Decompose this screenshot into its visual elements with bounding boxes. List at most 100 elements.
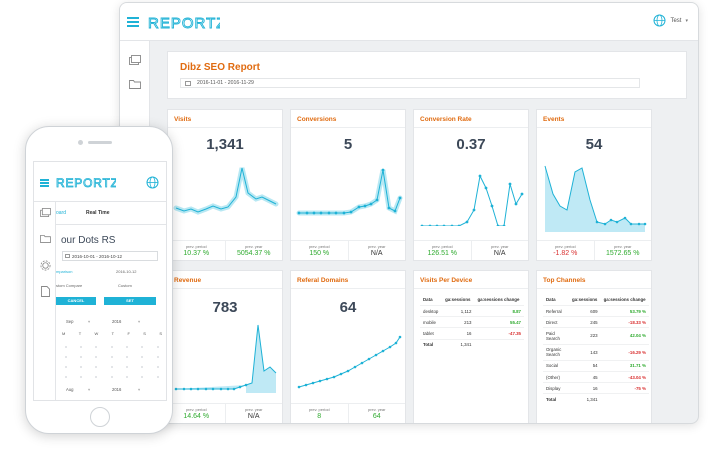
app-logo[interactable]: REPORTZ: [148, 11, 226, 38]
change-cell: 53.79 %: [600, 304, 649, 317]
row-label: Organic Search: [543, 343, 569, 361]
set-button[interactable]: SET: [104, 297, 156, 305]
prev-year-value: 5054.37 %: [237, 250, 271, 257]
change-cell: [600, 393, 649, 405]
conversions-card[interactable]: Conversions 5 prev. period 150 % prev. ye…: [290, 109, 406, 261]
visits-card[interactable]: Visits 1,341 prev. period 10.37 % prev. y…: [167, 109, 283, 261]
visits-per-device-card[interactable]: Visits Per Device Data ga:sessions ga:se…: [413, 270, 529, 423]
calendar-dots: [62, 343, 162, 383]
column-header: ga:sessions change: [603, 297, 646, 302]
hamburger-icon[interactable]: [40, 179, 49, 187]
prev-period-value: -1.82 %: [553, 250, 578, 257]
change-cell: -47.35: [474, 327, 524, 340]
row-label: (Other): [543, 370, 569, 383]
change-cell: -16.29 %: [600, 343, 649, 361]
conversions-value: 5: [343, 136, 353, 153]
tab-dashboard[interactable]: oard: [56, 210, 67, 216]
year-select-bottom[interactable]: 2016: [112, 387, 122, 392]
phone-camera: [78, 140, 83, 145]
sessions-cell: 54: [569, 359, 601, 372]
home-button[interactable]: [90, 407, 110, 427]
mobile-content: our Dots RS 2016-10-01 - 2016-10-12 mpar…: [56, 224, 166, 400]
change-cell: 55.47: [474, 316, 524, 328]
hamburger-icon[interactable]: [127, 17, 139, 27]
document-icon[interactable]: [41, 286, 50, 297]
logo-text: REPORTZ: [148, 15, 220, 32]
card-title: Visits: [174, 116, 192, 123]
tab-realtime[interactable]: Real Time: [86, 210, 110, 216]
globe-icon[interactable]: [146, 176, 159, 189]
mobile-date-range-field[interactable]: 2016-10-01 - 2016-10-12: [62, 251, 158, 261]
year-select[interactable]: 2016: [112, 319, 122, 324]
user-menu[interactable]: Test ▾: [653, 14, 688, 27]
sessions-cell: 223: [569, 327, 601, 345]
row-label: Direct: [543, 316, 569, 328]
weekday: T: [78, 331, 82, 336]
folder-icon[interactable]: [40, 234, 51, 243]
referral-domains-sparkline: [297, 335, 402, 389]
windows-icon[interactable]: [129, 55, 141, 65]
weekday: M: [62, 331, 66, 336]
change-cell: 42.04 %: [600, 327, 649, 345]
table-row: Referral 609 53.79 %: [543, 304, 649, 317]
prev-year-value: N/A: [370, 250, 383, 257]
month-select[interactable]: Sep: [66, 319, 74, 324]
card-title: Events: [543, 116, 565, 123]
windows-icon[interactable]: [40, 208, 51, 217]
gear-icon[interactable]: [40, 260, 51, 271]
change-cell: 31.71 %: [600, 359, 649, 372]
visits-value: 1,341: [206, 136, 244, 153]
calendar-icon: [65, 254, 70, 258]
folder-icon[interactable]: [129, 79, 141, 89]
revenue-card[interactable]: Revenue 783 prev. period 14.64 % prev. ye…: [167, 270, 283, 423]
cancel-button[interactable]: CANCEL: [56, 297, 96, 305]
prev-period-value: 8: [317, 413, 322, 420]
date-range-text: 2016-11-01 - 2016-11-29: [197, 80, 254, 86]
phone-mockup: REPORTZ oard Real Time our Dots RS: [25, 126, 173, 434]
weekday: T: [111, 331, 115, 336]
column-header: ga:sessions change: [477, 297, 520, 302]
table-row: Display 16 -75 %: [543, 382, 649, 394]
prev-period-value: 150 %: [309, 250, 330, 257]
events-card[interactable]: Events 54 prev. period -1.82 % prev. year…: [536, 109, 652, 261]
change-cell: -18.33 %: [600, 316, 649, 328]
weekday: F: [127, 331, 130, 336]
date-range-field[interactable]: 2016-11-01 - 2016-11-29: [180, 78, 640, 88]
card-title: Revenue: [174, 277, 202, 284]
month-select-bottom[interactable]: Aug: [66, 387, 74, 392]
prev-period-value: 126.51 %: [427, 250, 458, 257]
visits-stats: prev. period 10.37 % prev. year 5054.37 %: [168, 240, 282, 260]
custom-option[interactable]: Custom: [118, 283, 132, 288]
weekday: W: [94, 331, 99, 336]
table-row: tablet 16 -47.35: [420, 327, 524, 340]
row-label: Display: [543, 382, 569, 394]
mobile-top-bar: REPORTZ: [34, 162, 166, 202]
conversions-stats: prev. period 150 % prev. year N/A: [291, 240, 405, 260]
prev-year-value: N/A: [493, 250, 506, 257]
globe-icon: [653, 14, 666, 27]
sessions-cell: 213: [442, 316, 475, 328]
sessions-cell: 1,341: [569, 393, 601, 405]
table-row: Social 54 31.71 %: [543, 359, 649, 372]
row-label: Referral: [543, 304, 569, 317]
conversions-sparkline: [296, 168, 403, 216]
mobile-report-title: our Dots RS: [61, 235, 116, 246]
custom-compare-option[interactable]: stom Compare: [56, 283, 83, 288]
prev-year-value: N/A: [247, 413, 260, 420]
app-logo[interactable]: REPORTZ: [56, 173, 116, 193]
table-header-row: Data ga:sessions ga:sessions change: [543, 295, 649, 306]
calendar-grid: M T W T F S S: [62, 331, 162, 342]
sessions-cell: 1,112: [442, 304, 475, 317]
stat-label: prev. year: [614, 244, 632, 249]
column-header: Data: [423, 297, 433, 302]
top-channels-card[interactable]: Top Channels Data ga:sessions ga:session…: [536, 270, 652, 423]
change-cell: -75 %: [600, 382, 649, 394]
conversion-rate-card[interactable]: Conversion Rate 0.37 prev. period 126.51 …: [413, 109, 529, 261]
comparison-date[interactable]: 2016-10-12: [116, 269, 137, 274]
change-cell: [474, 338, 524, 350]
referral-domains-stats: prev. period 8 prev. year 64: [291, 403, 405, 423]
table-row: Direct 245 -18.33 %: [543, 316, 649, 328]
referral-domains-card[interactable]: Referal Domains 64 prev. period 8 prev. y…: [290, 270, 406, 423]
stat-label: prev. period: [308, 407, 330, 412]
